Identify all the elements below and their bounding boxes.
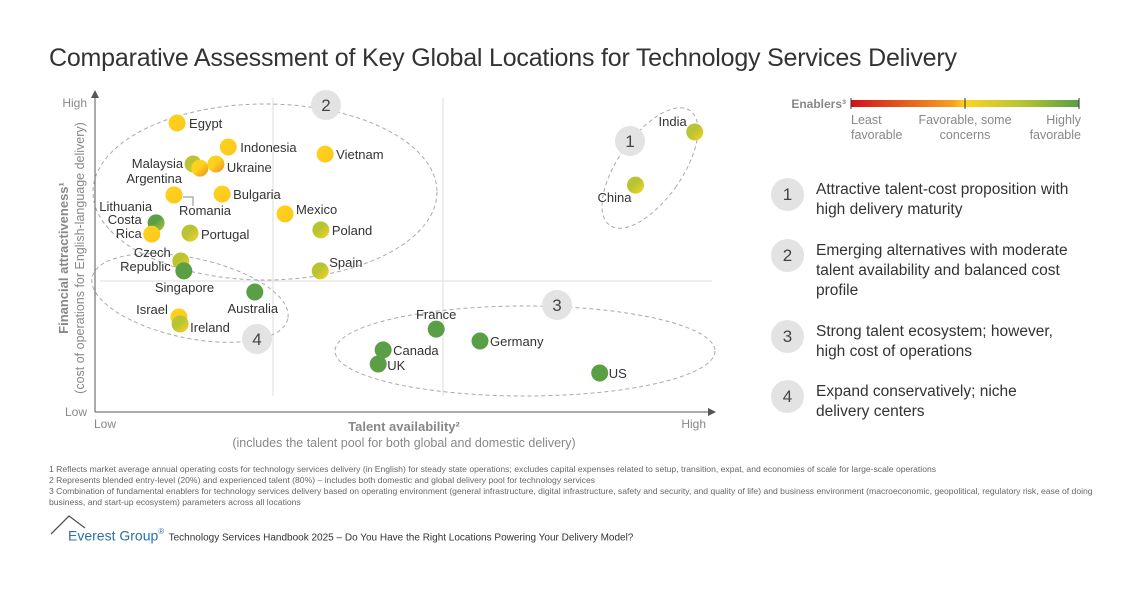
point-label-malaysia: Malaysia bbox=[132, 156, 184, 171]
svg-text:2: 2 bbox=[321, 96, 330, 115]
y-tick-low: Low bbox=[65, 405, 87, 419]
point-label-mexico: Mexico bbox=[296, 202, 337, 217]
point-label-china: China bbox=[598, 190, 633, 205]
footnotes: 1 Reflects market average annual operati… bbox=[49, 464, 1099, 508]
cluster-2-ellipse bbox=[92, 103, 438, 281]
point-label-egypt: Egypt bbox=[189, 116, 223, 131]
y-axis-subtitle: (cost of operations for English-language… bbox=[73, 122, 87, 394]
footnote-3: 3 Combination of fundamental enablers fo… bbox=[49, 486, 1093, 507]
romania-leader-line bbox=[183, 196, 194, 206]
point-label-portugal: Portugal bbox=[201, 227, 250, 242]
cluster-1-badge: 1 bbox=[615, 126, 645, 156]
data-point-spain bbox=[311, 262, 329, 280]
cluster-3-description: 3 Strong talent ecosystem; however, high … bbox=[771, 320, 1086, 362]
data-point-australia bbox=[246, 283, 264, 301]
y-tick-high: High bbox=[62, 96, 87, 110]
data-point-bulgaria bbox=[213, 185, 231, 203]
mountain-icon bbox=[50, 515, 86, 535]
point-label-vietnam: Vietnam bbox=[336, 147, 383, 162]
cluster-3-text: Strong talent ecosystem; however, high c… bbox=[816, 323, 1053, 360]
x-axis-subtitle: (includes the talent pool for both globa… bbox=[232, 436, 575, 450]
point-label-ireland: Ireland bbox=[190, 320, 230, 335]
data-point-ukraine bbox=[207, 155, 225, 173]
point-label-singapore: Singapore bbox=[155, 280, 214, 295]
data-point-france bbox=[427, 320, 445, 338]
point-label-poland: Poland bbox=[332, 223, 372, 238]
point-label-canada: Canada bbox=[393, 343, 439, 358]
cluster-2-text: Emerging alternatives with moderate tale… bbox=[816, 242, 1068, 299]
page-title: Comparative Assessment of Key Global Loc… bbox=[49, 44, 957, 72]
y-axis-arrow bbox=[91, 90, 99, 98]
data-point-indonesia bbox=[219, 138, 237, 156]
svg-text:4: 4 bbox=[252, 330, 261, 349]
footer: Everest Group® Technology Services Handb… bbox=[68, 527, 633, 545]
point-label-indonesia: Indonesia bbox=[240, 140, 297, 155]
cluster-4-text: Expand conservatively; niche delivery ce… bbox=[816, 383, 1017, 420]
svg-text:3: 3 bbox=[552, 296, 561, 315]
point-label-uk: UK bbox=[387, 358, 405, 373]
scale-high-label: Highly favorable bbox=[1029, 113, 1081, 142]
point-label-us: US bbox=[609, 366, 627, 381]
point-label-france: France bbox=[416, 307, 456, 322]
point-label-india: India bbox=[659, 114, 688, 129]
cluster-4-description: 4 Expand conservatively; niche delivery c… bbox=[771, 380, 1056, 422]
scale-mid-label: Favorable, some concerns bbox=[918, 113, 1012, 142]
point-label-australia: Australia bbox=[228, 301, 279, 316]
data-point-uk bbox=[369, 355, 387, 373]
cluster-4-badge: 4 bbox=[242, 324, 272, 354]
footnote-1: 1 Reflects market average annual operati… bbox=[49, 464, 937, 474]
cluster-2-badge: 2 bbox=[311, 90, 341, 120]
data-point-vietnam bbox=[316, 145, 334, 163]
point-label-lithuania: Lithuania bbox=[99, 199, 153, 214]
y-axis-title: Financial attractiveness¹ bbox=[56, 182, 71, 334]
cluster-4-ellipse bbox=[91, 253, 289, 343]
brand-name: Everest Group bbox=[68, 527, 159, 544]
point-label-czech-republic: Czech Republic bbox=[120, 245, 171, 274]
data-point-poland bbox=[312, 221, 330, 239]
cluster-1-description: 1 Attractive talent-cost proposition with… bbox=[771, 178, 1086, 220]
cluster-2-number: 2 bbox=[771, 239, 804, 272]
scale-low-label: Least favorable bbox=[851, 113, 903, 142]
point-label-argentina: Argentina bbox=[126, 171, 182, 186]
data-point-us bbox=[591, 364, 609, 382]
cluster-3-badge: 3 bbox=[542, 290, 572, 320]
cluster-1-number: 1 bbox=[771, 178, 804, 211]
cluster-1-ellipse bbox=[601, 107, 699, 229]
data-point-romania bbox=[165, 186, 183, 204]
data-point-canada bbox=[374, 341, 392, 359]
point-label-ukraine: Ukraine bbox=[227, 160, 272, 175]
point-label-israel: Israel bbox=[136, 302, 168, 317]
cluster-2-description: 2 Emerging alternatives with moderate tal… bbox=[771, 239, 1086, 301]
footer-text: Technology Services Handbook 2025 – Do Y… bbox=[168, 532, 634, 544]
data-point-singapore bbox=[175, 262, 193, 280]
point-label-germany: Germany bbox=[490, 334, 544, 349]
data-point-unlabeled bbox=[191, 159, 209, 177]
data-point-germany bbox=[471, 332, 489, 350]
x-axis-title: Talent availability² bbox=[348, 419, 460, 434]
x-tick-high: High bbox=[681, 417, 706, 431]
data-point-costa-rica bbox=[143, 225, 161, 243]
cluster-3-ellipse bbox=[334, 305, 716, 397]
x-axis-arrow bbox=[708, 408, 716, 416]
point-label-romania: Romania bbox=[179, 203, 232, 218]
point-label-spain: Spain bbox=[329, 255, 362, 270]
svg-text:1: 1 bbox=[625, 132, 634, 151]
x-tick-low: Low bbox=[94, 417, 116, 431]
enablers-legend-title: Enablers³ bbox=[791, 97, 846, 111]
cluster-1-text: Attractive talent-cost proposition with … bbox=[816, 181, 1069, 218]
data-point-ireland bbox=[171, 315, 189, 333]
data-point-egypt bbox=[168, 114, 186, 132]
footnote-2: 2 Represents blended entry-level (20%) a… bbox=[49, 475, 596, 485]
point-label-bulgaria: Bulgaria bbox=[233, 187, 281, 202]
cluster-3-number: 3 bbox=[771, 320, 804, 353]
point-label-costa-rica: Costa Rica bbox=[108, 212, 143, 241]
data-point-china bbox=[626, 176, 644, 194]
data-point-portugal bbox=[181, 224, 199, 242]
data-point-mexico bbox=[276, 205, 294, 223]
brand-reg: ® bbox=[158, 527, 165, 536]
data-point-india bbox=[686, 123, 704, 141]
cluster-4-number: 4 bbox=[771, 380, 804, 413]
